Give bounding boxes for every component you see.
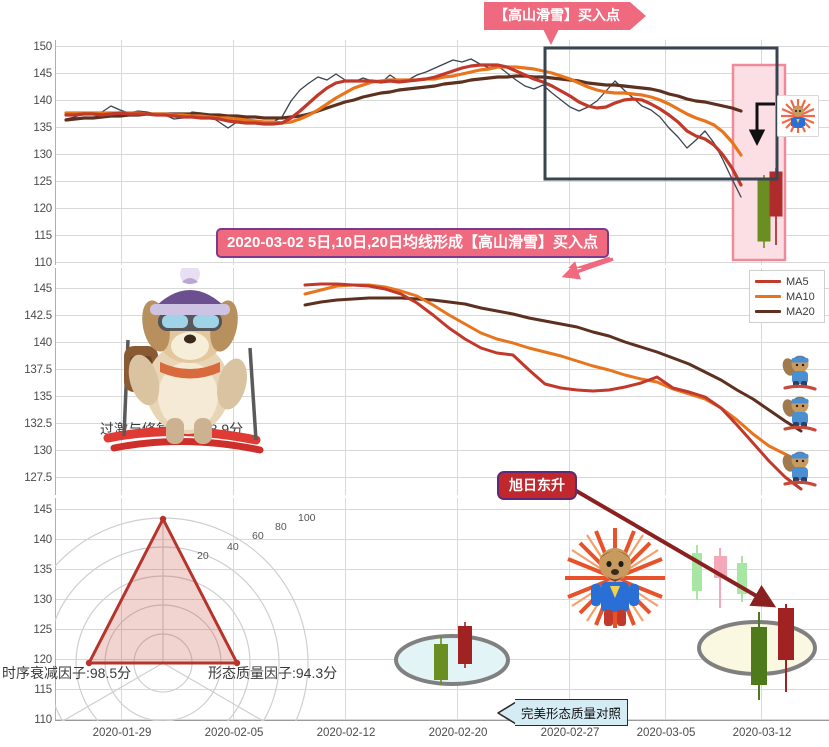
skier-emoji-ma5 <box>779 447 819 487</box>
xtick-label: 2020-02-12 <box>316 727 376 739</box>
buy-point-banner: 【高山滑雪】买入点 <box>484 2 646 30</box>
ytick-label: 145 <box>33 504 52 516</box>
radar-ring-label: 100 <box>298 512 316 524</box>
legend-swatch-ma20 <box>755 309 781 314</box>
actual-candle-group <box>697 604 817 700</box>
skier-emoji-ma10 <box>779 392 819 432</box>
xtick-label: 2020-03-12 <box>732 727 792 739</box>
faded-candle-group <box>692 545 747 608</box>
xtick-label: 2020-02-05 <box>204 727 264 739</box>
ytick-label: 130 <box>33 445 52 457</box>
ytick-label: 142.5 <box>24 310 52 322</box>
ma20-line <box>303 296 803 433</box>
ytick-label: 115 <box>34 230 52 242</box>
xtick-label: 2020-02-27 <box>540 727 600 739</box>
ytick-label: 135 <box>33 391 52 403</box>
ytick-label: 110 <box>34 257 52 269</box>
radar-axis-text: 形态质量因子:94.3分 <box>208 665 338 681</box>
ytick-label: 132.5 <box>24 418 52 430</box>
radar-ring-label: 80 <box>275 521 287 533</box>
ytick-label: 125 <box>33 176 52 188</box>
superhero-emoji-card <box>777 95 819 137</box>
skier-icon <box>782 451 817 487</box>
ytick-label: 140 <box>33 337 52 349</box>
ytick-label: 135 <box>33 564 52 576</box>
xuri-dongsheng-text: 旭日东升 <box>509 477 565 493</box>
ytick-label: 140 <box>33 95 52 107</box>
left-arrow-icon <box>497 700 517 725</box>
xtick-label: 2020-01-29 <box>92 727 152 739</box>
legend-item-ma20: MA20 <box>755 304 819 319</box>
skier-icon <box>782 355 817 391</box>
ytick-label: 150 <box>33 41 52 53</box>
skier-icon <box>782 396 817 432</box>
reference-candle-group <box>394 622 510 686</box>
buy-point-banner-text: 【高山滑雪】买入点 <box>494 7 620 23</box>
quality-compare-text: 完美形态质量对照 <box>521 707 622 721</box>
ma-legend: MA5 MA10 MA20 <box>749 270 825 323</box>
legend-label-ma20: MA20 <box>786 305 815 318</box>
dog-skier-icon <box>103 264 264 454</box>
radar-spokes <box>61 518 265 721</box>
quality-compare-label: 完美形态质量对照 <box>515 699 629 726</box>
xtick-label: 2020-03-05 <box>636 727 696 739</box>
ytick-label: 120 <box>33 203 52 215</box>
sunburst-hero-icon <box>565 528 665 628</box>
radar-axis-label-decay: 时序衰减因子:98.5分 <box>2 663 131 683</box>
signal-caption: 2020-03-02 5日,10日,20日均线形成【高山滑雪】买入点 <box>216 228 609 258</box>
radar-ring-label: 60 <box>252 530 264 542</box>
radar-axis-text: 时序衰减因子:98.5分 <box>2 665 132 681</box>
ytick-label: 140 <box>33 534 52 546</box>
ytick-label: 137.5 <box>24 364 52 376</box>
ytick-label: 125 <box>33 624 52 636</box>
ytick-label: 110 <box>34 714 52 726</box>
ytick-label: 130 <box>33 149 52 161</box>
signal-caption-text: 2020-03-02 5日,10日,20日均线形成【高山滑雪】买入点 <box>227 234 598 251</box>
ma5-line-price <box>64 63 743 187</box>
legend-item-ma5: MA5 <box>755 274 819 289</box>
legend-label-ma5: MA5 <box>786 275 809 288</box>
ytick-label: 130 <box>33 594 52 606</box>
sunburst-hero-icon <box>781 99 815 133</box>
price-panel-candles <box>757 168 783 248</box>
quality-compare-callout: 完美形态质量对照 <box>495 699 629 726</box>
radar-ring-label: 40 <box>227 541 239 553</box>
sunburst-hero-emoji <box>563 526 667 630</box>
legend-label-ma10: MA10 <box>786 290 815 303</box>
ytick-label: 135 <box>33 122 52 134</box>
ma5-line <box>303 282 803 491</box>
ma-panel-pointer <box>561 257 614 280</box>
legend-swatch-ma10 <box>755 294 781 299</box>
radar-ring-label: 20 <box>197 550 209 562</box>
ytick-label: 127.5 <box>24 472 52 484</box>
ytick-label: 115 <box>34 684 52 696</box>
ytick-label: 145 <box>33 283 52 295</box>
radar-axis-label-quality: 形态质量因子:94.3分 <box>208 663 337 683</box>
ytick-label: 145 <box>33 68 52 80</box>
ytick-label: 120 <box>33 654 52 666</box>
dog-skier-image <box>80 264 290 478</box>
hook-arrow <box>748 102 775 146</box>
xuri-dongsheng-label: 旭日东升 <box>497 471 577 500</box>
downtrend-arrow <box>571 487 777 608</box>
legend-item-ma10: MA10 <box>755 289 819 304</box>
legend-swatch-ma5 <box>755 279 781 284</box>
xtick-label: 2020-02-20 <box>428 727 488 739</box>
radar-polygon <box>85 515 241 667</box>
skier-emoji-ma20 <box>779 351 819 391</box>
